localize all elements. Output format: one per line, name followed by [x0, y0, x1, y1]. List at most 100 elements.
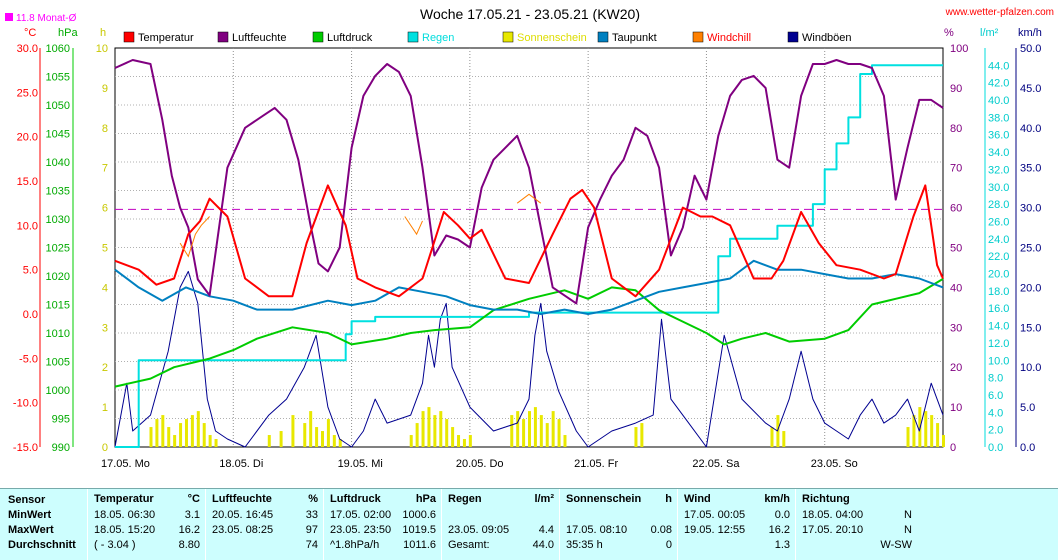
stats-separator — [205, 489, 206, 560]
tick-label-wind: 45.0 — [1020, 83, 1041, 95]
sun-bar — [462, 439, 466, 447]
tick-label-pressure: 1030 — [46, 214, 70, 226]
stats-cell-time: 17.05. 20:10 — [802, 524, 864, 536]
stats-cell-time: 35:35 h — [566, 539, 603, 551]
sun-bar — [291, 415, 295, 447]
tick-label-wind: 25.0 — [1020, 243, 1041, 255]
sun-bar — [439, 411, 443, 447]
axis-unit-sun: h — [100, 27, 106, 39]
tick-label-wind: 35.0 — [1020, 163, 1041, 175]
stats-cell-value: 1000.6 — [402, 509, 436, 521]
sun-bar — [516, 411, 520, 447]
tick-label-pressure: 1055 — [46, 72, 70, 84]
tick-label-pressure: 1025 — [46, 243, 70, 255]
grid — [114, 47, 944, 448]
tick-label-sun: 5 — [102, 243, 108, 255]
stats-separator — [559, 489, 560, 560]
stats-cell-value: 0 — [665, 539, 672, 551]
stats-cell-value: 3.1 — [184, 509, 200, 521]
legend-label: Temperatur — [138, 32, 194, 44]
sun-bar — [445, 419, 449, 447]
sun-bar — [415, 423, 419, 447]
sun-bar — [338, 439, 342, 447]
stats-separator — [323, 489, 324, 560]
tick-label-rain: 18.0 — [988, 286, 1009, 298]
tick-label-temp: -15.0 — [13, 442, 38, 454]
tick-label-humidity: 60 — [950, 203, 962, 215]
sun-bar — [433, 415, 437, 447]
stats-cell-time: 18.05. 06:30 — [94, 509, 156, 521]
legend-label: Regen — [422, 32, 454, 44]
legend-swatch — [692, 31, 704, 43]
tick-label-temp: 30.0 — [17, 43, 38, 55]
tick-label-rain: 34.0 — [988, 147, 1009, 159]
sun-bar — [936, 423, 940, 447]
sun-bar — [545, 423, 549, 447]
sun-bar — [161, 415, 165, 447]
series-taupunkt — [114, 259, 944, 315]
stats-col-title: Temperatur — [94, 493, 154, 505]
stats-label-min: MinWert — [8, 509, 52, 521]
stats-col-3: Regen l/m² 23.05. 09:05 4.4 Gesamt: 44.0 — [444, 489, 558, 560]
series-lines — [114, 59, 944, 448]
sun-bar — [196, 411, 200, 447]
sun-bar — [309, 411, 313, 447]
x-day-label: 17.05. Mo — [101, 458, 150, 470]
legend-swatch — [502, 31, 514, 43]
sun-bar — [912, 415, 916, 447]
stats-col-2: Luftdruck hPa 17.05. 02:00 1000.6 23.05. 23:… — [326, 489, 440, 560]
sun-bar — [930, 415, 934, 447]
tick-label-pressure: 1045 — [46, 129, 70, 141]
tick-label-humidity: 100 — [950, 43, 968, 55]
site-link[interactable]: www.wetter-pfalzen.com — [945, 7, 1054, 18]
legend-swatch — [407, 31, 419, 43]
x-day-label: 18.05. Di — [219, 458, 263, 470]
sun-bar — [184, 419, 188, 447]
sunshine-bars — [149, 407, 945, 447]
stats-table: Sensor MinWert MaxWert Durchschnitt Temp… — [0, 488, 1058, 560]
stats-cell-value: 74 — [305, 539, 318, 551]
tick-label-rain: 12.0 — [988, 338, 1009, 350]
sun-bar — [208, 435, 212, 447]
sun-bar — [528, 411, 531, 447]
sun-bar — [149, 427, 153, 447]
sun-bar — [167, 427, 171, 447]
sun-bar — [640, 423, 644, 447]
tick-label-wind: 0.0 — [1020, 442, 1035, 454]
tick-label-wind: 50.0 — [1020, 43, 1041, 55]
stats-col-title: Sonnenschein — [566, 493, 642, 505]
tick-label-wind: 10.0 — [1020, 362, 1041, 374]
tick-label-sun: 8 — [102, 123, 108, 135]
tick-label-rain: 28.0 — [988, 199, 1009, 211]
stats-col-4: Sonnenschein h 17.05. 08:10 0.08 35:35 h 0 — [562, 489, 676, 560]
series-windboeen — [114, 270, 944, 448]
stats-col-unit: °C — [187, 493, 200, 505]
stats-col-unit: h — [665, 493, 672, 505]
sun-bar — [942, 435, 945, 447]
sun-bar — [522, 419, 526, 447]
tick-label-temp: 25.0 — [17, 87, 38, 99]
tick-label-humidity: 20 — [950, 362, 962, 374]
tick-label-rain: 26.0 — [988, 216, 1009, 228]
stats-cell-value: 33 — [305, 509, 318, 521]
stats-separator — [441, 489, 442, 560]
sun-bar — [551, 411, 555, 447]
sun-bar — [539, 415, 543, 447]
stats-cell-value: 16.2 — [768, 524, 790, 536]
sun-bar — [634, 427, 638, 447]
tick-label-pressure: 1060 — [46, 43, 70, 55]
series-regen — [115, 64, 943, 448]
tick-label-rain: 30.0 — [988, 182, 1009, 194]
tick-label-pressure: 1035 — [46, 186, 70, 198]
sun-bar — [267, 435, 271, 447]
tick-label-rain: 20.0 — [988, 269, 1009, 281]
tick-label-pressure: 1050 — [46, 100, 70, 112]
sun-bar — [326, 419, 330, 447]
sun-bar — [214, 439, 218, 447]
tick-label-rain: 10.0 — [988, 355, 1009, 367]
legend-swatch — [312, 31, 324, 43]
stats-cell-time: ^1.8hPa/h — [330, 539, 380, 551]
x-day-label: 23.05. So — [811, 458, 858, 470]
stats-col-title: Richtung — [802, 493, 850, 505]
series-windchill — [404, 216, 423, 236]
